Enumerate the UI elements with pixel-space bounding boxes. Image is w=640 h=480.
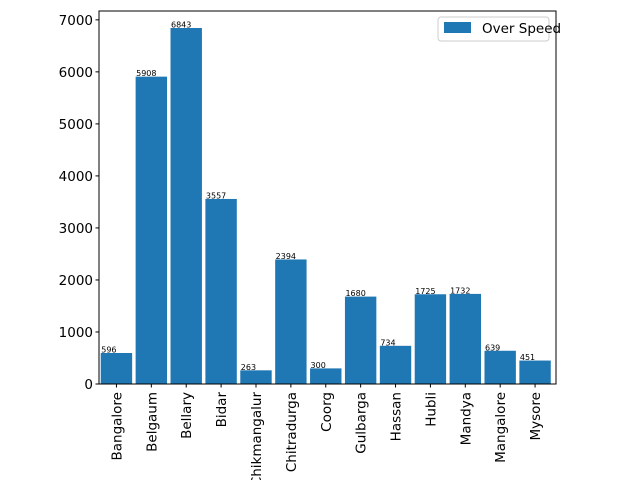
x-tick-label-mangalore: Mangalore: [493, 392, 509, 463]
legend-swatch-over-speed: [444, 22, 471, 33]
data-label-chikmangalur: 263: [241, 363, 256, 372]
legend-label-over-speed: Over Speed: [482, 21, 561, 37]
x-tick-label-chitradurga: Chitradurga: [284, 392, 300, 472]
legend: Over Speed: [437, 16, 561, 42]
y-tick-label-6000: 6000: [59, 65, 93, 81]
x-tick-label-gulbarga: Gulbarga: [354, 392, 370, 454]
x-tick-label-coorg: Coorg: [319, 392, 335, 432]
bar-belgaum: [135, 76, 168, 384]
plot-frame: [98, 10, 557, 385]
bar-chitradurga: [275, 259, 307, 384]
data-labels-group: 596 5908 6843 3557 263 2394 300 1680 734 1725 1732…: [101, 21, 535, 372]
data-label-mandya: 1732: [450, 286, 470, 295]
x-tick-label-mandya: Mandya: [458, 392, 474, 445]
x-tick-label-hubli: Hubli: [423, 392, 439, 427]
y-tick-label-3000: 3000: [59, 221, 93, 237]
y-tick-label-7000: 7000: [59, 13, 93, 29]
bar-hassan: [379, 345, 412, 384]
x-tick-label-belgaum: Belgaum: [144, 392, 160, 452]
y-axis: 0 1000 2000 3000 4000 5000 6000 7000: [59, 13, 99, 393]
y-tick-label-4000: 4000: [59, 169, 93, 185]
data-label-bangalore: 596: [101, 345, 116, 354]
bar-mangalore: [484, 350, 516, 384]
data-label-bidar: 3557: [206, 191, 226, 200]
y-tick-label-5000: 5000: [59, 117, 93, 133]
x-tick-label-bellary: Bellary: [179, 392, 195, 439]
data-label-hassan: 734: [380, 338, 395, 347]
bar-bidar: [205, 198, 237, 384]
bar-mandya: [449, 293, 481, 384]
bar-coorg: [310, 368, 342, 384]
data-label-coorg: 300: [311, 361, 326, 370]
data-label-bellary: 6843: [171, 21, 191, 30]
x-tick-label-mysore: Mysore: [528, 392, 544, 441]
data-label-mysore: 451: [520, 353, 535, 362]
x-tick-label-bidar: Bidar: [214, 392, 230, 428]
x-tick-label-bangalore: Bangalore: [109, 392, 125, 461]
bar-hubli: [414, 294, 447, 384]
bar-gulbarga: [344, 296, 377, 384]
data-label-gulbarga: 1680: [345, 289, 365, 298]
x-tick-label-hassan: Hassan: [389, 392, 405, 441]
bar-mysore: [519, 360, 551, 384]
y-tick-label-0: 0: [84, 377, 93, 393]
y-tick-label-2000: 2000: [59, 273, 93, 289]
bar-chikmangalur: [240, 370, 272, 384]
data-label-hubli: 1725: [415, 287, 435, 296]
y-tick-label-1000: 1000: [59, 325, 93, 341]
data-label-belgaum: 5908: [136, 69, 156, 78]
data-label-chitradurga: 2394: [276, 252, 296, 261]
bars-group: [100, 28, 551, 385]
x-tick-label-chikmangalur: Chikmangalur: [249, 392, 265, 480]
bar-bangalore: [100, 352, 133, 384]
bar-bellary: [170, 28, 202, 385]
x-axis: Bangalore Belgaum Bellary Bidar Chikmangalur…: [109, 384, 544, 480]
data-label-mangalore: 639: [485, 343, 500, 352]
